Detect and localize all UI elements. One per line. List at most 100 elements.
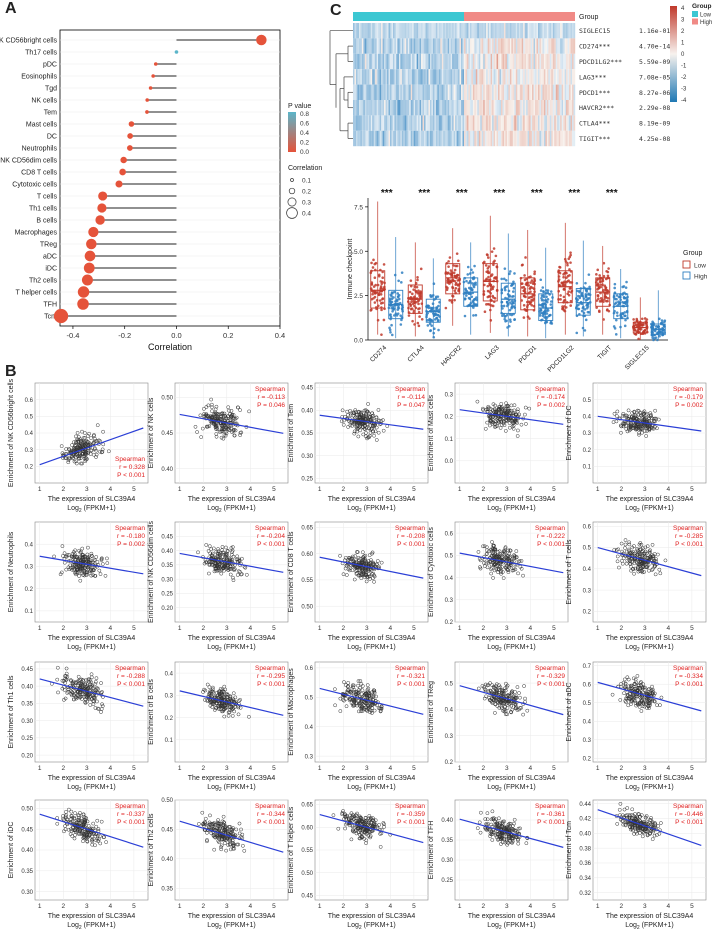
heatmap-cell: [409, 115, 411, 131]
x-tick-label: 1: [178, 625, 182, 632]
heatmap-cell: [435, 38, 438, 54]
heatmap-cell: [410, 23, 413, 39]
heatmap-cell: [569, 84, 571, 100]
heatmap-cell: [424, 53, 426, 70]
plot-frame: [59, 29, 281, 327]
heatmap-cell: [381, 115, 383, 131]
heatmap-cell: [532, 130, 534, 147]
box-jitter-point: [539, 309, 542, 312]
heatmap-cell: [472, 69, 475, 85]
heatmap-cell: [532, 84, 534, 100]
scatter-x-label-line2: Log2 (FPKM+1): [67, 644, 116, 653]
scatter-y-label: Enrichment of Neutrophils: [8, 531, 15, 612]
box-jitter-point: [506, 300, 509, 304]
heatmap-cell: [429, 100, 432, 116]
box-jitter-point: [485, 303, 488, 306]
box-jitter-point: [510, 295, 514, 298]
heatmap-cell: [458, 53, 460, 70]
scatter-point: [101, 429, 105, 434]
heatmap-cell: [529, 38, 531, 54]
heatmap-cell: [456, 115, 459, 131]
heatmap-cell: [554, 38, 556, 54]
scatter-point: [351, 413, 356, 418]
scatter-point: [374, 415, 379, 420]
heatmap-cell: [564, 115, 567, 131]
heatmap-cell: [357, 23, 360, 39]
heatmap-cell: [425, 130, 428, 147]
heatmap-cell: [558, 130, 561, 147]
box-jitter-point: [413, 304, 416, 308]
heatmap-cell: [443, 38, 445, 54]
heatmap-cell: [564, 84, 567, 100]
heatmap-cell: [569, 23, 571, 39]
x-tick-label: 5: [272, 625, 276, 632]
heatmap-cell: [523, 38, 525, 54]
heatmap-cell: [379, 53, 382, 70]
legend-size-marker: [290, 178, 294, 182]
heatmap-cell: [429, 115, 432, 131]
heatmap-cell: [388, 84, 391, 100]
scatter-x-label-line1: The expression of SLC39A4: [48, 775, 136, 782]
heatmap-cell: [431, 53, 434, 70]
heatmap-cell: [529, 69, 531, 85]
scatter-point: [353, 408, 358, 412]
heatmap-cell: [379, 38, 382, 54]
heatmap-cell: [388, 69, 391, 85]
scatter-point: [366, 435, 371, 440]
box-jitter-point: [454, 283, 458, 286]
heatmap-cell: [409, 84, 411, 100]
heatmap-cell: [366, 115, 368, 131]
x-tick-label: 5: [690, 625, 694, 632]
scatter-point: [524, 422, 528, 426]
spearman-r: r = -0.208: [397, 533, 425, 540]
box-jitter-point: [413, 285, 416, 289]
scatter-point: [222, 411, 227, 416]
heatmap-cell: [557, 84, 559, 100]
box-jitter-point: [634, 323, 638, 326]
box-jitter-point: [398, 301, 402, 305]
category-label: Mast cells: [26, 122, 58, 129]
y-tick-label: 0.3: [583, 588, 592, 594]
heatmap-cell: [397, 38, 400, 54]
box-jitter-point: [472, 302, 476, 306]
heatmap-cell: [557, 69, 559, 85]
box-jitter-point: [569, 299, 573, 303]
scatter-point: [503, 429, 508, 433]
scatter-point: [86, 440, 90, 444]
scatter-point: [516, 428, 520, 433]
scatter-point: [238, 408, 242, 412]
scatter-point: [233, 416, 238, 421]
box-jitter-point: [400, 281, 403, 284]
heatmap-cell: [492, 115, 494, 131]
heatmap-cell: [569, 38, 571, 54]
heatmap-cell: [397, 84, 400, 100]
y-tick-label: 0.20: [161, 606, 173, 612]
heatmap-cell: [440, 100, 442, 116]
heatmap-cell: [384, 38, 386, 54]
x-tick-label: 3: [505, 625, 509, 632]
heatmap-cell: [400, 69, 403, 85]
scatter-point: [93, 447, 97, 452]
box-jitter-point: [616, 314, 619, 317]
heatmap-cell: [429, 130, 432, 147]
heatmap-cell: [475, 69, 478, 85]
scatter-point: [80, 461, 85, 466]
heatmap-cell: [461, 69, 463, 85]
heatmap-cell: [483, 69, 485, 85]
heatmap-cell: [523, 100, 525, 116]
spearman-title: Spearman: [395, 525, 425, 532]
heatmap-cell: [512, 130, 515, 147]
spearman-r: r = -0.222: [537, 533, 565, 540]
box-jitter-point: [651, 329, 654, 333]
heatmap-cell: [551, 100, 553, 116]
heatmap-cell: [487, 69, 490, 85]
heatmap-cell: [391, 53, 394, 70]
scatter-point: [641, 416, 646, 420]
heatmap-cell: [570, 38, 573, 54]
heatmap-cell: [458, 130, 460, 147]
scatter-point: [523, 412, 527, 417]
heatmap-cell: [499, 53, 502, 70]
heatmap-cell: [450, 23, 453, 39]
box-jitter-point: [468, 292, 472, 295]
